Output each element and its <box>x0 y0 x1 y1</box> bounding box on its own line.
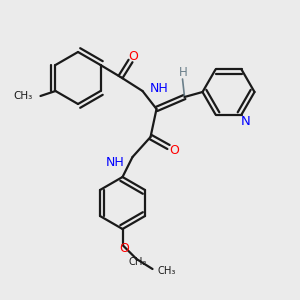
Text: O: O <box>129 50 139 62</box>
Text: NH: NH <box>106 155 124 169</box>
Text: CH₃: CH₃ <box>158 266 176 276</box>
Text: O: O <box>169 145 179 158</box>
Text: O: O <box>120 242 130 256</box>
Text: NH: NH <box>149 82 168 94</box>
Text: N: N <box>241 115 250 128</box>
Text: CH₂: CH₂ <box>128 257 147 267</box>
Text: H: H <box>179 67 188 80</box>
Text: CH₃: CH₃ <box>13 91 32 101</box>
